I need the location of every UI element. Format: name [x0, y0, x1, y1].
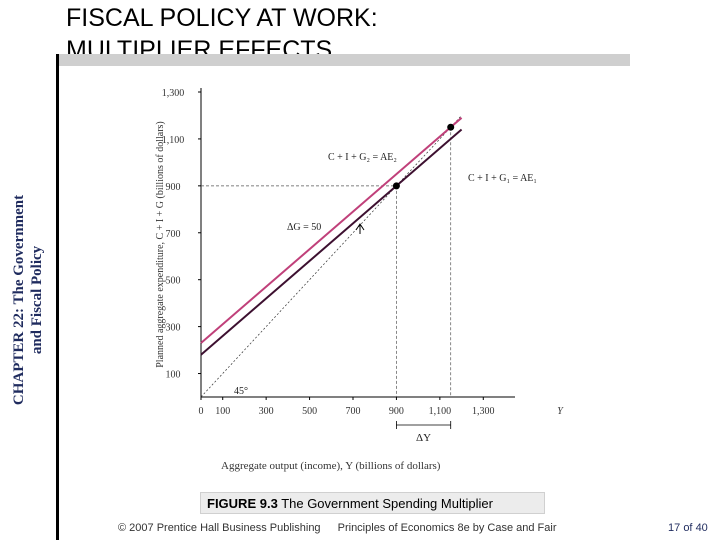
page-of: of	[683, 522, 693, 534]
x-tick-label: 1,300	[472, 406, 495, 417]
x-tick-label: 0	[199, 406, 204, 417]
y-tick-label: 1,300	[162, 88, 185, 99]
y-tick-label: 700	[166, 229, 181, 240]
x-axis-letter: Y	[557, 406, 564, 417]
page-number: 17 of 40	[668, 522, 708, 534]
figure-caption: FIGURE 9.3 The Government Spending Multi…	[200, 492, 545, 514]
label-delta-g: ΔG = 50	[287, 222, 321, 233]
chapter-side-label: CHAPTER 22: The Government and Fiscal Po…	[0, 0, 56, 540]
x-tick-label: 1,100	[429, 406, 452, 417]
y-tick-label: 500	[166, 276, 181, 287]
y-tick-label: 100	[166, 370, 181, 381]
label-45-degree: 45°	[234, 386, 248, 397]
line-ae2	[200, 117, 463, 344]
equilibrium-point	[447, 123, 455, 131]
delta-g-arrow-head	[355, 223, 365, 231]
chapter-label-line-2: and Fiscal Policy	[29, 245, 45, 355]
chapter-label-line-1: CHAPTER 22: The Government	[11, 194, 27, 406]
left-vertical-rule	[56, 54, 59, 540]
label-ae2: C + I + G₂ = AE₂	[328, 152, 397, 163]
x-tick-label: 500	[302, 406, 317, 417]
y-tick-label: 1,100	[162, 135, 185, 146]
x-tick-label: 700	[346, 406, 361, 417]
label-delta-y: ΔY	[416, 432, 431, 444]
page-total: 40	[695, 522, 708, 534]
x-tick-label: 900	[389, 406, 404, 417]
footer-copyright: © 2007 Prentice Hall Business Publishing	[118, 522, 321, 534]
label-ae1: C + I + G₁ = AE₁	[468, 173, 537, 184]
y-tick-label: 900	[166, 182, 181, 193]
y-tick-label: 300	[166, 323, 181, 334]
page-current: 17	[668, 522, 681, 534]
line-ae1	[200, 128, 463, 356]
figure-label: FIGURE 9.3	[207, 496, 278, 511]
slide-title: FISCAL POLICY AT WORK: MULTIPLIER EFFECT…	[66, 2, 626, 66]
x-tick-label: 100	[215, 406, 230, 417]
footer: © 2007 Prentice Hall Business Publishing…	[118, 522, 557, 534]
y-axis-title: Planned aggregate expenditure, C + I + G…	[155, 121, 166, 368]
multiplier-chart: 100 300 500 700 900 1,100 1,300 0 100 300 500 700 90…	[150, 80, 570, 480]
footer-book: Principles of Economics 8e by Case and F…	[337, 522, 557, 534]
equilibrium-point	[392, 182, 400, 190]
chart-svg: 100 300 500 700 900 1,100 1,300 0 100 300 500 700 90…	[155, 88, 564, 472]
title-underline-bar	[56, 54, 630, 66]
x-tick-label: 300	[259, 406, 274, 417]
x-axis-title: Aggregate output (income), Y (billions o…	[221, 460, 441, 472]
slide-title-line-1: FISCAL POLICY AT WORK:	[66, 4, 378, 32]
figure-title: The Government Spending Multiplier	[281, 496, 493, 511]
